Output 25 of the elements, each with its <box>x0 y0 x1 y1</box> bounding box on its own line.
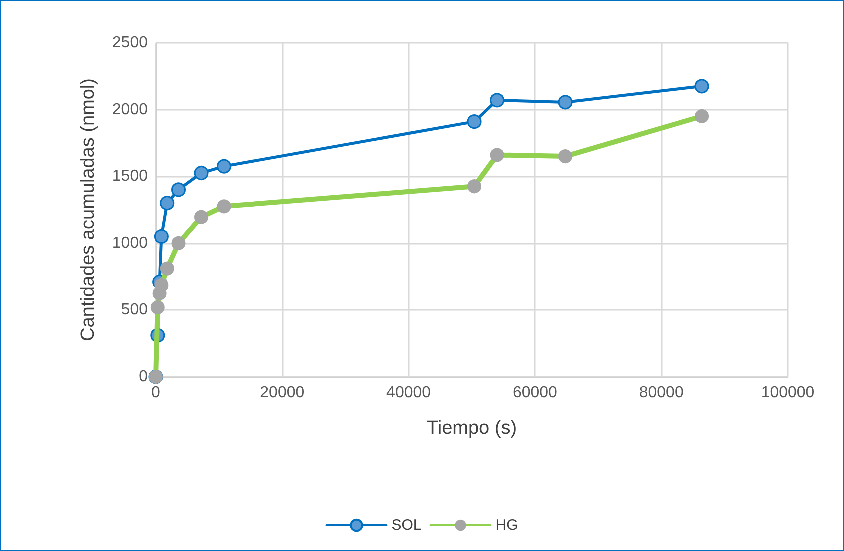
point <box>467 114 482 130</box>
y-tick-label: 500 <box>121 302 148 319</box>
legend-label: HG <box>496 517 518 534</box>
y-tick-label: 2000 <box>112 101 148 118</box>
point <box>160 196 175 211</box>
y-tick-label: 1000 <box>112 234 148 252</box>
x-tick-label: 40000 <box>386 384 432 402</box>
point <box>172 182 186 198</box>
y-tick-label: 2500 <box>112 34 148 52</box>
x-tick-label: 80000 <box>639 384 684 402</box>
x-tick-label: 20000 <box>260 384 305 402</box>
point <box>490 93 505 108</box>
y-tick-label: 1500 <box>112 168 148 186</box>
point <box>217 159 232 174</box>
x-tick-label: 100000 <box>761 384 815 402</box>
point <box>194 166 209 181</box>
point <box>154 229 169 244</box>
legend-label: SOL <box>392 517 422 534</box>
point <box>558 95 573 110</box>
x-axis-title: Tiempo (s) <box>426 418 518 439</box>
y-axis-title: Cantidades acumuladas (nmol) <box>78 78 99 342</box>
y-tick-label: 0 <box>139 368 148 386</box>
x-tick-label: 60000 <box>512 384 558 402</box>
point <box>694 79 710 94</box>
x-tick-label: 0 <box>152 384 161 402</box>
